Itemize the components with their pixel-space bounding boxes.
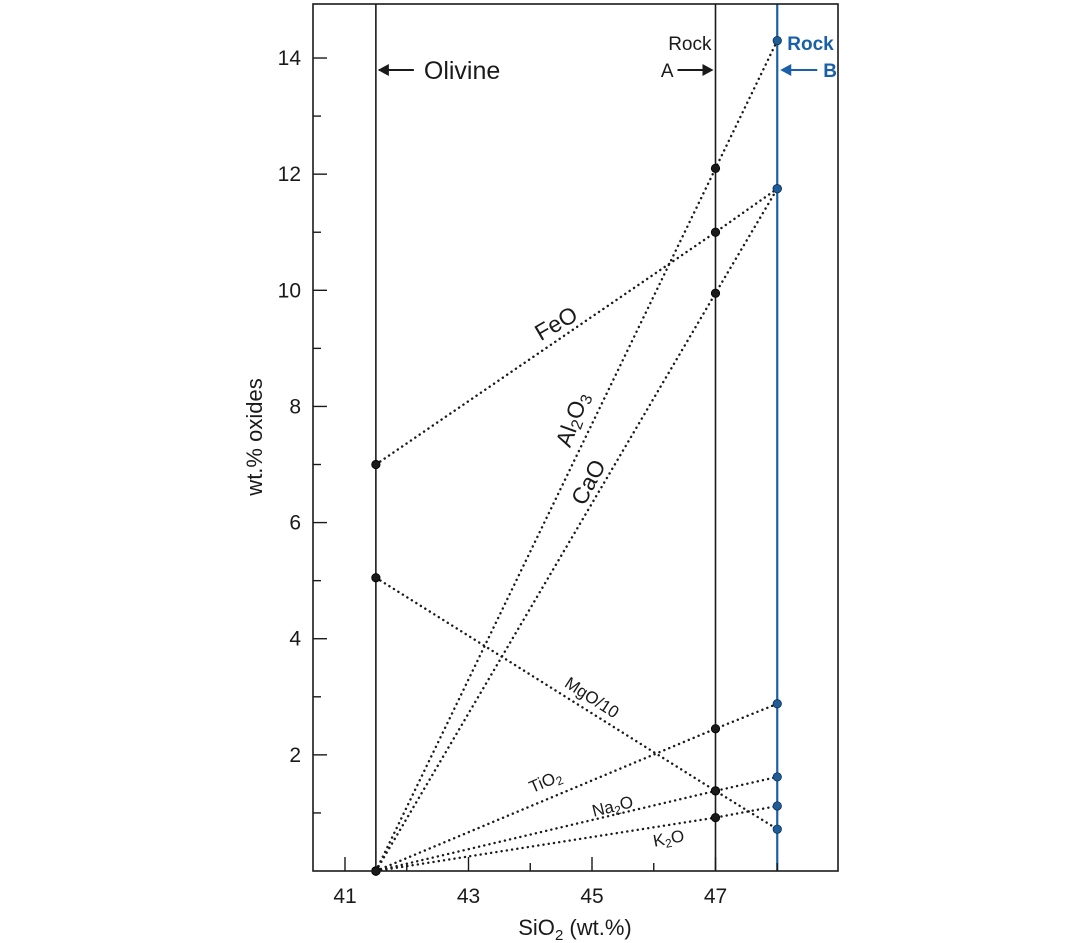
data-point-na2o-2 — [772, 772, 782, 782]
x-tick-label-43: 43 — [457, 885, 480, 908]
data-point-mgo-10-0 — [371, 573, 381, 583]
olivine-label: Olivine — [424, 57, 500, 85]
data-points — [371, 35, 782, 876]
data-point-al2o3-2 — [772, 35, 782, 46]
y-tick-label-4: 4 — [289, 628, 301, 651]
series-line-tio2 — [374, 702, 779, 873]
series-line-mgo-10 — [374, 576, 779, 831]
series-line-cao — [374, 187, 779, 873]
annotations: OlivineRockARockBFeOAl2O3CaOMgO/10TiO2Na… — [377, 34, 837, 854]
series-label-na2o-sub1: 2 — [613, 803, 623, 818]
rock-b-label-line2: B — [823, 61, 837, 82]
series-label-tio2-main: TiO — [526, 769, 558, 797]
data-point-tio2-1 — [710, 724, 721, 734]
data-point-cao-2 — [772, 184, 782, 194]
rock-a-label-line1: Rock — [668, 34, 712, 55]
data-point-feo-1 — [710, 227, 721, 237]
y-tick-label-8: 8 — [289, 395, 301, 418]
data-point-cao-1 — [710, 288, 721, 298]
x-tick-label-47: 47 — [704, 885, 727, 908]
x-axis-label-tail: (wt.%) — [563, 915, 631, 940]
series-label-feo: FeO — [530, 301, 582, 346]
x-axis-label-main: SiO — [518, 915, 555, 940]
series-label-mgo-10-main: MgO/10 — [561, 674, 622, 723]
y-tick-label-6: 6 — [289, 512, 301, 535]
x-tick-label-45: 45 — [580, 885, 603, 908]
x-tick-label-41: 41 — [333, 885, 356, 908]
data-point-tio2-2 — [772, 699, 782, 709]
series-label-na2o-main: Na — [590, 797, 616, 821]
data-point-mgo-10-2 — [772, 824, 782, 834]
series-label-feo-main: FeO — [530, 301, 582, 346]
data-point-k2o-1 — [710, 812, 721, 823]
x-axis-label: SiO2 (wt.%) — [518, 915, 631, 943]
x-axis-label-sub: 2 — [555, 927, 563, 943]
data-point-na2o-1 — [710, 786, 721, 796]
y-axis-label: wt.% oxides — [242, 378, 267, 496]
rock-b-arrow-head — [780, 64, 792, 76]
data-point-k2o-2 — [772, 801, 782, 811]
series-label-tio2-sub1: 2 — [554, 773, 566, 789]
series-line-feo — [374, 187, 779, 466]
y-tick-label-12: 12 — [278, 163, 301, 186]
series-label-al2o3: Al2O3 — [550, 388, 596, 451]
series-label-k2o: K2O — [652, 827, 687, 854]
plot-frame — [312, 3, 839, 872]
series-label-na2o-mid: O — [618, 793, 635, 815]
y-tick-label-14: 14 — [278, 47, 302, 70]
rock-b-label-line1: Rock — [787, 34, 834, 55]
rock-a-arrow-head — [702, 64, 714, 76]
series-label-k2o-sub1: 2 — [664, 836, 674, 851]
series-label-k2o-main: K — [652, 830, 667, 851]
rock-a-label-line2: A — [661, 61, 674, 82]
series-label-tio2: TiO2 — [526, 767, 565, 799]
y-tick-label-10: 10 — [278, 279, 301, 302]
y-tick-label-2: 2 — [289, 744, 301, 767]
series-label-k2o-mid: O — [669, 827, 686, 848]
series-label-na2o: Na2O — [590, 793, 635, 823]
data-point-feo-0 — [371, 459, 381, 470]
series-label-mgo-10: MgO/10 — [561, 674, 622, 723]
olivine-arrow-head — [377, 64, 389, 76]
data-point-al2o3-1 — [710, 163, 721, 173]
